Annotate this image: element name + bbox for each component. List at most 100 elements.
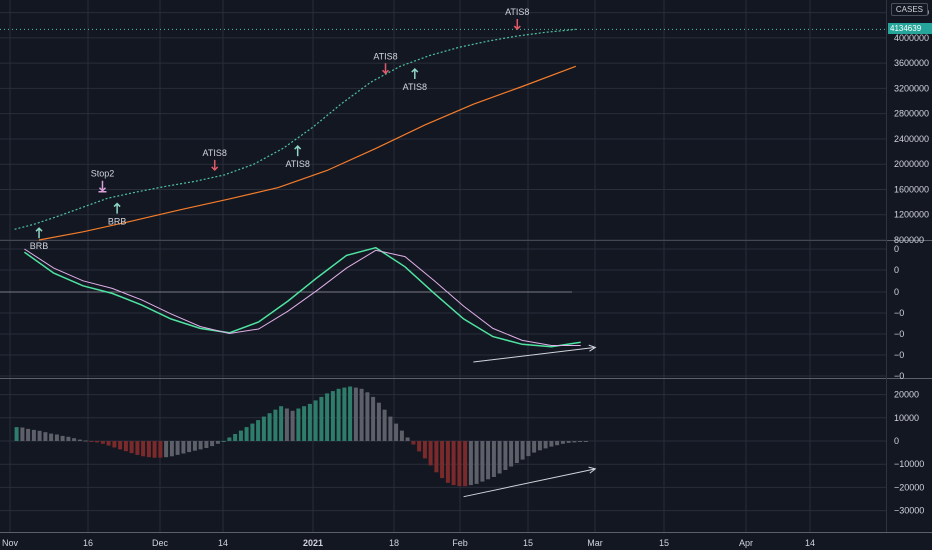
x-tick-label: Nov: [2, 538, 19, 548]
histogram-bar: [532, 441, 537, 453]
x-tick-label: 16: [83, 538, 93, 548]
histogram-bar: [445, 441, 450, 483]
y-tick-label: −0: [894, 350, 904, 360]
histogram-bar: [359, 388, 364, 441]
histogram-bar: [376, 402, 381, 441]
histogram-bar: [118, 441, 123, 450]
histogram-bar: [526, 441, 531, 457]
signal-arrow-down-icon: [513, 19, 521, 31]
histogram-bar: [348, 386, 353, 441]
histogram-bar: [371, 396, 376, 441]
histogram-bar: [181, 441, 186, 454]
y-tick-label: 0: [894, 287, 899, 297]
oscillator-panel: [0, 246, 597, 363]
signal-label: ATIS8: [203, 148, 227, 158]
histogram-bar: [290, 410, 295, 441]
histogram-bar: [250, 423, 255, 441]
x-tick-label: 2021: [303, 538, 323, 548]
histogram-bar: [457, 441, 462, 487]
signal-label: ATIS8: [373, 51, 397, 61]
signal-label: ATIS8: [286, 159, 310, 169]
histogram-bar: [514, 441, 519, 463]
histogram-bar: [451, 441, 456, 486]
x-tick-label: Feb: [452, 538, 468, 548]
histogram-bar: [198, 441, 203, 450]
histogram-bar: [388, 416, 393, 441]
histogram-bar: [537, 441, 542, 451]
histogram-bar: [49, 433, 54, 441]
x-tick-label: Dec: [152, 538, 169, 548]
price-axis[interactable]: 4400000400000036000003200000280000024000…: [894, 8, 929, 516]
trend-arrow-icon: [463, 466, 597, 498]
signal-arrow-down-icon: [211, 159, 219, 171]
histogram-bar: [141, 441, 146, 457]
histogram-bar: [100, 441, 105, 444]
signal-arrow-up-icon: [35, 227, 43, 239]
histogram-panel: [14, 386, 597, 498]
y-tick-label: 10000: [894, 413, 919, 423]
y-tick-label: 0: [894, 265, 899, 275]
histogram-bar: [238, 430, 243, 441]
signal-arrow-up-icon: [294, 145, 302, 157]
signal-label: ATIS8: [505, 7, 529, 17]
histogram-bar: [497, 441, 502, 474]
histogram-bar: [342, 387, 347, 441]
y-tick-label: 800000: [894, 235, 924, 245]
histogram-bar: [60, 435, 65, 441]
histogram-bar: [279, 406, 284, 441]
time-axis[interactable]: Nov 16 Dec 14 2021 18 Feb 15 Mar 15 Apr 14: [2, 538, 815, 548]
histogram-bar: [273, 409, 278, 441]
histogram-bar: [187, 441, 192, 453]
histogram-bar: [463, 441, 468, 487]
histogram-bar: [164, 441, 169, 458]
histogram-bar: [54, 434, 59, 441]
histogram-bar: [319, 396, 324, 441]
histogram-bar: [146, 441, 151, 458]
histogram-bar: [549, 441, 554, 447]
signal-arrow-down-icon: [381, 63, 390, 75]
histogram-bar: [112, 441, 117, 448]
histogram-bar: [66, 436, 71, 441]
histogram-bar: [434, 441, 439, 473]
histogram-bar: [394, 423, 399, 441]
y-tick-label: 3200000: [894, 83, 929, 93]
chart-grid: [0, 0, 932, 533]
y-tick-label: 0: [894, 436, 899, 446]
x-tick-label: 15: [523, 538, 533, 548]
histogram-bar: [468, 441, 473, 486]
histogram-bar: [256, 420, 261, 441]
histogram-bar: [325, 393, 330, 441]
histogram-bar: [31, 429, 36, 441]
histogram-bar: [152, 441, 157, 458]
histogram-bar: [302, 406, 307, 441]
histogram-bar: [89, 441, 94, 442]
x-tick-label: Apr: [739, 538, 753, 548]
histogram-bar: [106, 441, 111, 446]
histogram-bar: [26, 428, 31, 441]
signal-label: Stop2: [91, 169, 115, 179]
histogram-bar: [83, 440, 88, 442]
histogram-bar: [284, 408, 289, 441]
histogram-bar: [330, 391, 335, 441]
histogram-bar: [486, 441, 491, 480]
y-tick-label: 0: [894, 244, 899, 254]
histogram-bar: [474, 441, 479, 484]
histogram-bar: [135, 441, 140, 455]
histogram-bar: [20, 427, 25, 441]
y-tick-label: −0: [894, 329, 904, 339]
y-tick-label: 3600000: [894, 58, 929, 68]
y-tick-label: −20000: [894, 482, 924, 492]
histogram-bar: [210, 441, 215, 447]
histogram-bar: [578, 441, 583, 442]
y-tick-label: −0: [894, 308, 904, 318]
histogram-bar: [261, 416, 266, 441]
histogram-bar: [422, 441, 427, 459]
scale-label[interactable]: CASES: [890, 3, 928, 16]
ma-line: [38, 65, 577, 241]
histogram-bar: [169, 441, 174, 457]
last-value-tag: 4134639: [888, 23, 932, 35]
x-tick-label: 14: [805, 538, 815, 548]
osc_fast-line: [23, 246, 581, 348]
histogram-bar: [267, 413, 272, 441]
